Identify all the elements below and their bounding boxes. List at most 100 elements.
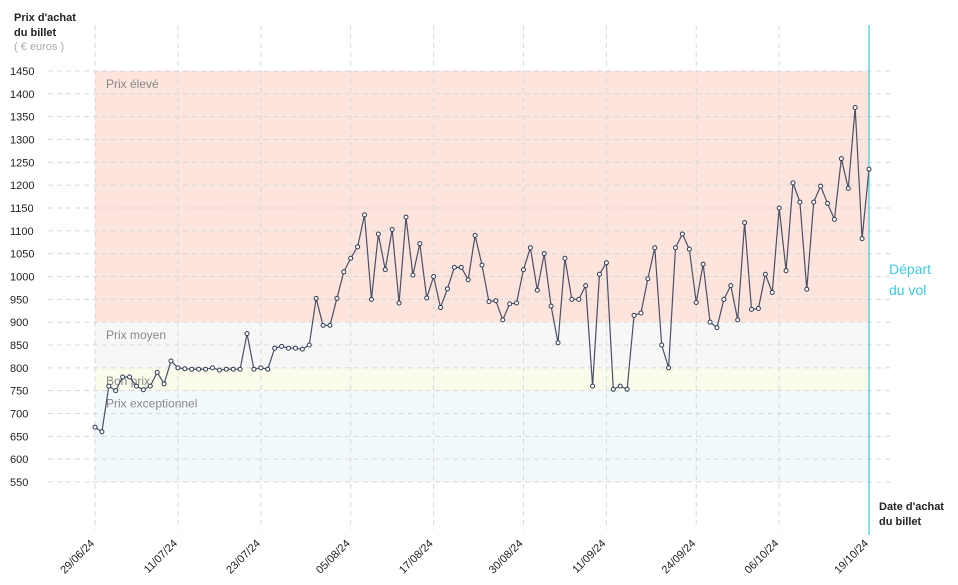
price-point (776, 205, 782, 211)
y-tick-label: 950 (10, 294, 28, 306)
price-point (845, 185, 851, 191)
price-point (569, 296, 575, 302)
price-point (603, 260, 609, 266)
y-tick-label: 750 (10, 386, 28, 398)
price-point (541, 251, 547, 257)
price-point (209, 365, 215, 371)
price-point (258, 365, 264, 371)
price-point (147, 383, 153, 389)
y-tick-label: 1400 (10, 89, 34, 101)
price-point (852, 105, 858, 111)
y-tick-label: 1450 (10, 66, 34, 78)
price-point (838, 156, 844, 162)
price-point (106, 383, 112, 389)
band-label: Prix exceptionnel (106, 397, 197, 411)
price-point (596, 271, 602, 277)
price-point (624, 386, 630, 392)
price-point (299, 346, 305, 352)
price-point (368, 296, 374, 302)
price-point (396, 300, 402, 306)
price-point (230, 366, 236, 372)
price-point (272, 345, 278, 351)
price-point (548, 303, 554, 309)
price-point (444, 286, 450, 292)
price-band (95, 71, 869, 323)
price-point (375, 231, 381, 237)
price-point (645, 276, 651, 282)
price-point (306, 342, 312, 348)
price-point (451, 264, 457, 270)
price-point (721, 296, 727, 302)
price-point (686, 246, 692, 252)
price-point (790, 180, 796, 186)
price-point (707, 319, 713, 325)
price-point (465, 277, 471, 283)
x-tick-label: 17/08/24 (397, 538, 436, 577)
price-point (292, 345, 298, 351)
price-point (175, 365, 181, 371)
y-axis-title: du billet (14, 27, 57, 39)
price-point (610, 386, 616, 392)
x-tick-label: 05/08/24 (314, 538, 353, 577)
y-tick-label: 1150 (10, 203, 34, 215)
price-point (341, 269, 347, 275)
price-point (859, 236, 865, 242)
x-tick-label: 23/07/24 (224, 538, 263, 577)
price-point (693, 300, 699, 306)
y-axis-title: Prix d'achat (14, 12, 76, 24)
y-tick-label: 850 (10, 340, 28, 352)
y-tick-label: 1100 (10, 226, 34, 238)
price-point (216, 367, 222, 373)
price-point (279, 343, 285, 349)
x-tick-label: 06/10/24 (743, 538, 782, 577)
price-point (182, 366, 188, 372)
price-point (514, 300, 520, 306)
price-point (797, 199, 803, 205)
price-point (562, 255, 568, 261)
price-point (652, 245, 658, 251)
price-point (493, 298, 499, 304)
price-point (479, 262, 485, 268)
price-point (140, 387, 146, 393)
price-point (133, 383, 139, 389)
price-point (500, 317, 506, 323)
price-point (755, 305, 761, 311)
price-point (196, 366, 202, 372)
price-point (313, 295, 319, 301)
price-point (527, 245, 533, 251)
price-point (762, 271, 768, 277)
y-axis-unit: ( € euros ) (14, 41, 64, 53)
y-tick-label: 1350 (10, 112, 34, 124)
x-axis-title: du billet (879, 516, 922, 528)
y-tick-label: 1250 (10, 157, 34, 169)
price-point (783, 268, 789, 274)
y-tick-label: 1300 (10, 135, 34, 147)
price-point (742, 220, 748, 226)
x-tick-label: 30/08/24 (487, 538, 526, 577)
price-point (320, 322, 326, 328)
price-point (113, 388, 119, 394)
price-point (438, 305, 444, 311)
price-point (223, 366, 229, 372)
x-tick-label: 24/09/24 (660, 538, 699, 577)
y-tick-label: 650 (10, 431, 28, 443)
price-point (127, 374, 133, 380)
y-tick-label: 1200 (10, 180, 34, 192)
x-tick-label: 11/09/24 (570, 538, 608, 576)
band-label: Bon prix (106, 374, 150, 388)
price-point (410, 272, 416, 278)
price-point (417, 241, 423, 247)
price-point (472, 232, 478, 238)
price-point (168, 358, 174, 364)
y-tick-label: 1050 (10, 249, 34, 261)
price-point (520, 267, 526, 273)
y-tick-label: 1000 (10, 272, 34, 284)
annotation: Départ (889, 261, 931, 277)
price-point (749, 306, 755, 312)
price-point (92, 424, 98, 430)
price-point (818, 183, 824, 189)
y-tick-label: 600 (10, 454, 28, 466)
price-point (769, 289, 775, 295)
price-point (251, 366, 257, 372)
